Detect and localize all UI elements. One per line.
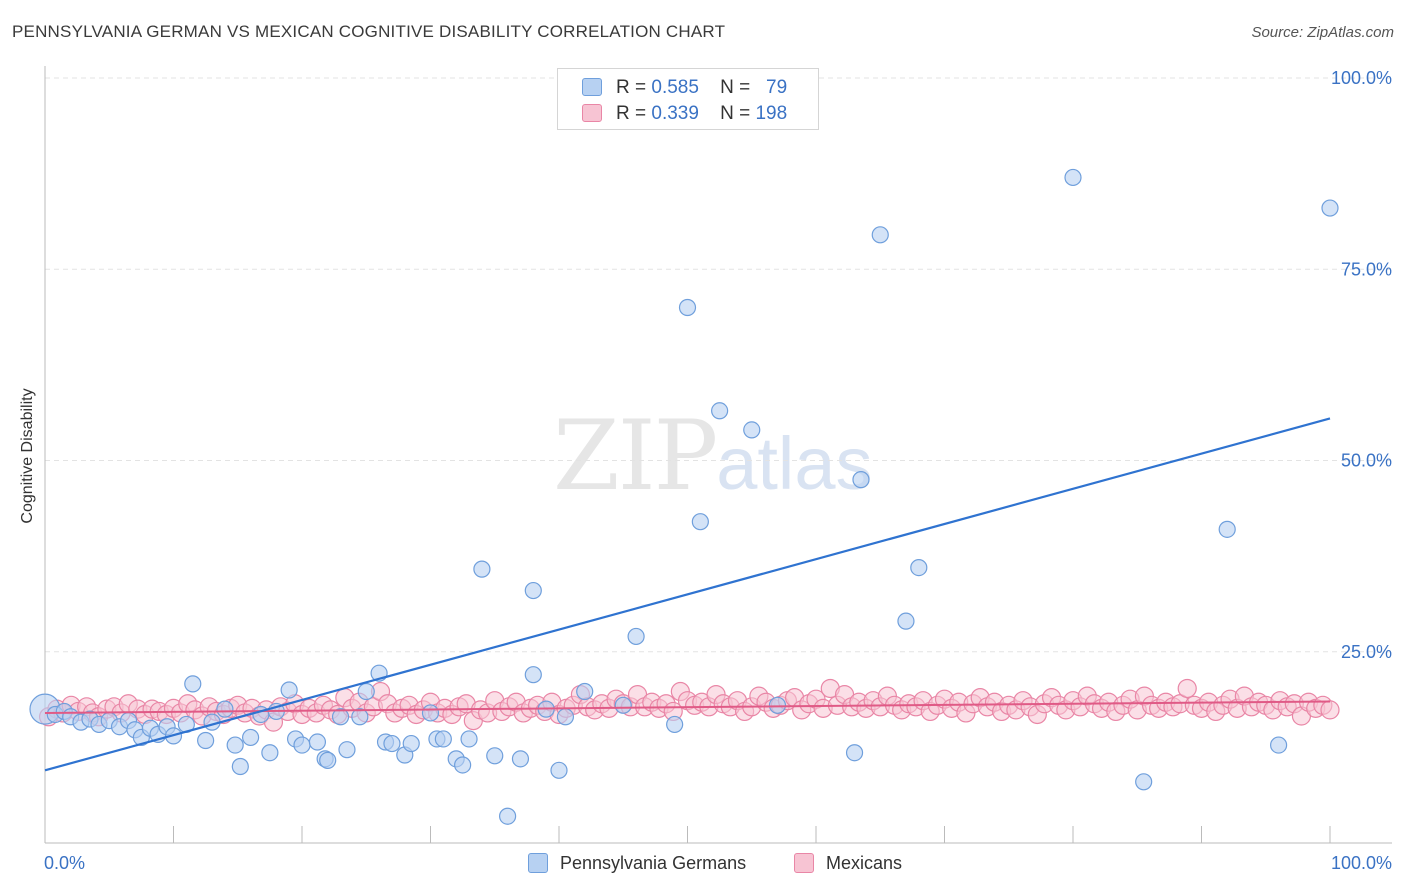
y-tick-label: 50.0% <box>1341 451 1392 471</box>
pennsylvania-german-point <box>454 756 472 774</box>
source-label: Source: ZipAtlas.com <box>1251 24 1394 41</box>
r-label: R = <box>616 103 647 124</box>
y-tick-label: 75.0% <box>1341 259 1392 279</box>
x-tick-label-end: 100.0% <box>1331 853 1392 873</box>
mexican-point <box>1177 678 1197 699</box>
pennsylvania-german-point <box>216 700 234 718</box>
pennsylvania-german-point <box>871 226 889 244</box>
correlation-legend: R = 0.585 N = 79 R = 0.339 N = 198 <box>557 68 819 130</box>
tick-labels: 25.0% 50.0% 75.0% 100.0% 0.0% 100.0% <box>44 68 1392 873</box>
watermark: ZIPatlas <box>553 400 873 512</box>
mexicans-points <box>38 678 1340 732</box>
n-label: N = <box>720 77 751 98</box>
pennsylvania-german-point <box>184 675 202 693</box>
r-label: R = <box>616 77 647 98</box>
pennsylvania-german-point <box>1321 199 1339 217</box>
pennsylvania-german-point <box>499 807 517 825</box>
pennsylvania-german-point <box>434 730 452 748</box>
pennsylvania-german-point <box>357 682 375 701</box>
pennsylvania-germans-trend-line <box>44 417 1331 772</box>
pennsylvania-german-point <box>383 734 401 753</box>
pennsylvania-german-point <box>524 581 542 600</box>
pennsylvania-german-point <box>460 730 478 748</box>
legend-label: Pennsylvania Germans <box>560 853 747 873</box>
pennsylvania-german-point <box>280 681 298 699</box>
pennsylvania-german-point <box>293 736 311 754</box>
pennsylvania-german-point <box>1064 168 1082 187</box>
pennsylvania-german-point <box>768 696 787 714</box>
pennsylvania-german-point <box>351 708 369 726</box>
pennsylvania-german-point <box>678 298 697 317</box>
pennsylvania-german-point <box>614 696 632 714</box>
pennsylvania-german-point <box>511 750 530 768</box>
pennsylvania-german-point <box>473 560 491 578</box>
pennsylvania-german-point <box>338 741 356 759</box>
axes <box>44 66 1392 844</box>
legend-label: Mexicans <box>826 853 903 873</box>
pennsylvania-german-point <box>1135 773 1153 791</box>
pennsylvania-german-point <box>550 761 568 779</box>
chart-title: PENNSYLVANIA GERMAN VS MEXICAN COGNITIVE… <box>12 22 726 41</box>
pennsylvania-german-point <box>556 708 575 726</box>
gridlines <box>45 77 1392 653</box>
pennsylvania-german-point <box>226 736 244 754</box>
trend-lines <box>44 417 1331 772</box>
pennsylvania-german-point <box>331 708 350 726</box>
y-tick-label: 25.0% <box>1341 642 1392 662</box>
pennsylvania-german-point <box>852 471 870 489</box>
mexican-point <box>1320 700 1340 720</box>
watermark-zip: ZIP <box>553 400 718 512</box>
pennsylvania-german-point <box>524 666 542 684</box>
pennsylvania-german-point <box>421 704 440 722</box>
pennsylvania-german-point <box>711 402 729 420</box>
pennsylvania-german-point <box>897 612 915 630</box>
pennsylvania-german-point <box>319 751 337 769</box>
pennsylvania-german-point <box>743 421 761 439</box>
pennsylvania-german-point <box>486 747 504 765</box>
blue-swatch <box>582 78 602 96</box>
pennsylvania-german-point <box>308 733 327 751</box>
pennsylvania-german-point <box>576 682 594 701</box>
pennsylvania-german-point <box>691 513 709 531</box>
pennsylvania-german-point <box>627 627 645 646</box>
blue-swatch <box>528 853 548 873</box>
pennsylvania-german-point <box>242 728 260 747</box>
watermark-atlas: atlas <box>716 422 873 505</box>
n-value: 79 <box>766 77 788 98</box>
r-value: 0.585 <box>651 77 699 98</box>
r-value: 0.339 <box>651 103 699 124</box>
n-value: 198 <box>755 103 788 124</box>
x-tick-label-start: 0.0% <box>44 853 85 873</box>
pennsylvania-german-point <box>845 744 864 762</box>
pennsylvania-german-point <box>231 757 249 776</box>
pennsylvania-german-point <box>197 731 215 750</box>
pennsylvania-german-point <box>402 734 420 753</box>
pennsylvania-german-point <box>666 715 684 734</box>
y-tick-label: 100.0% <box>1331 68 1392 88</box>
pennsylvania-german-point <box>910 558 928 577</box>
pink-swatch <box>582 104 602 122</box>
pennsylvania-german-point <box>1269 736 1288 754</box>
pennsylvania-german-point <box>261 744 279 762</box>
pink-swatch <box>794 853 814 873</box>
pennsylvania-germans-points <box>29 168 1339 825</box>
pennsylvania-german-point <box>1218 520 1236 538</box>
n-label: N = <box>720 103 751 124</box>
